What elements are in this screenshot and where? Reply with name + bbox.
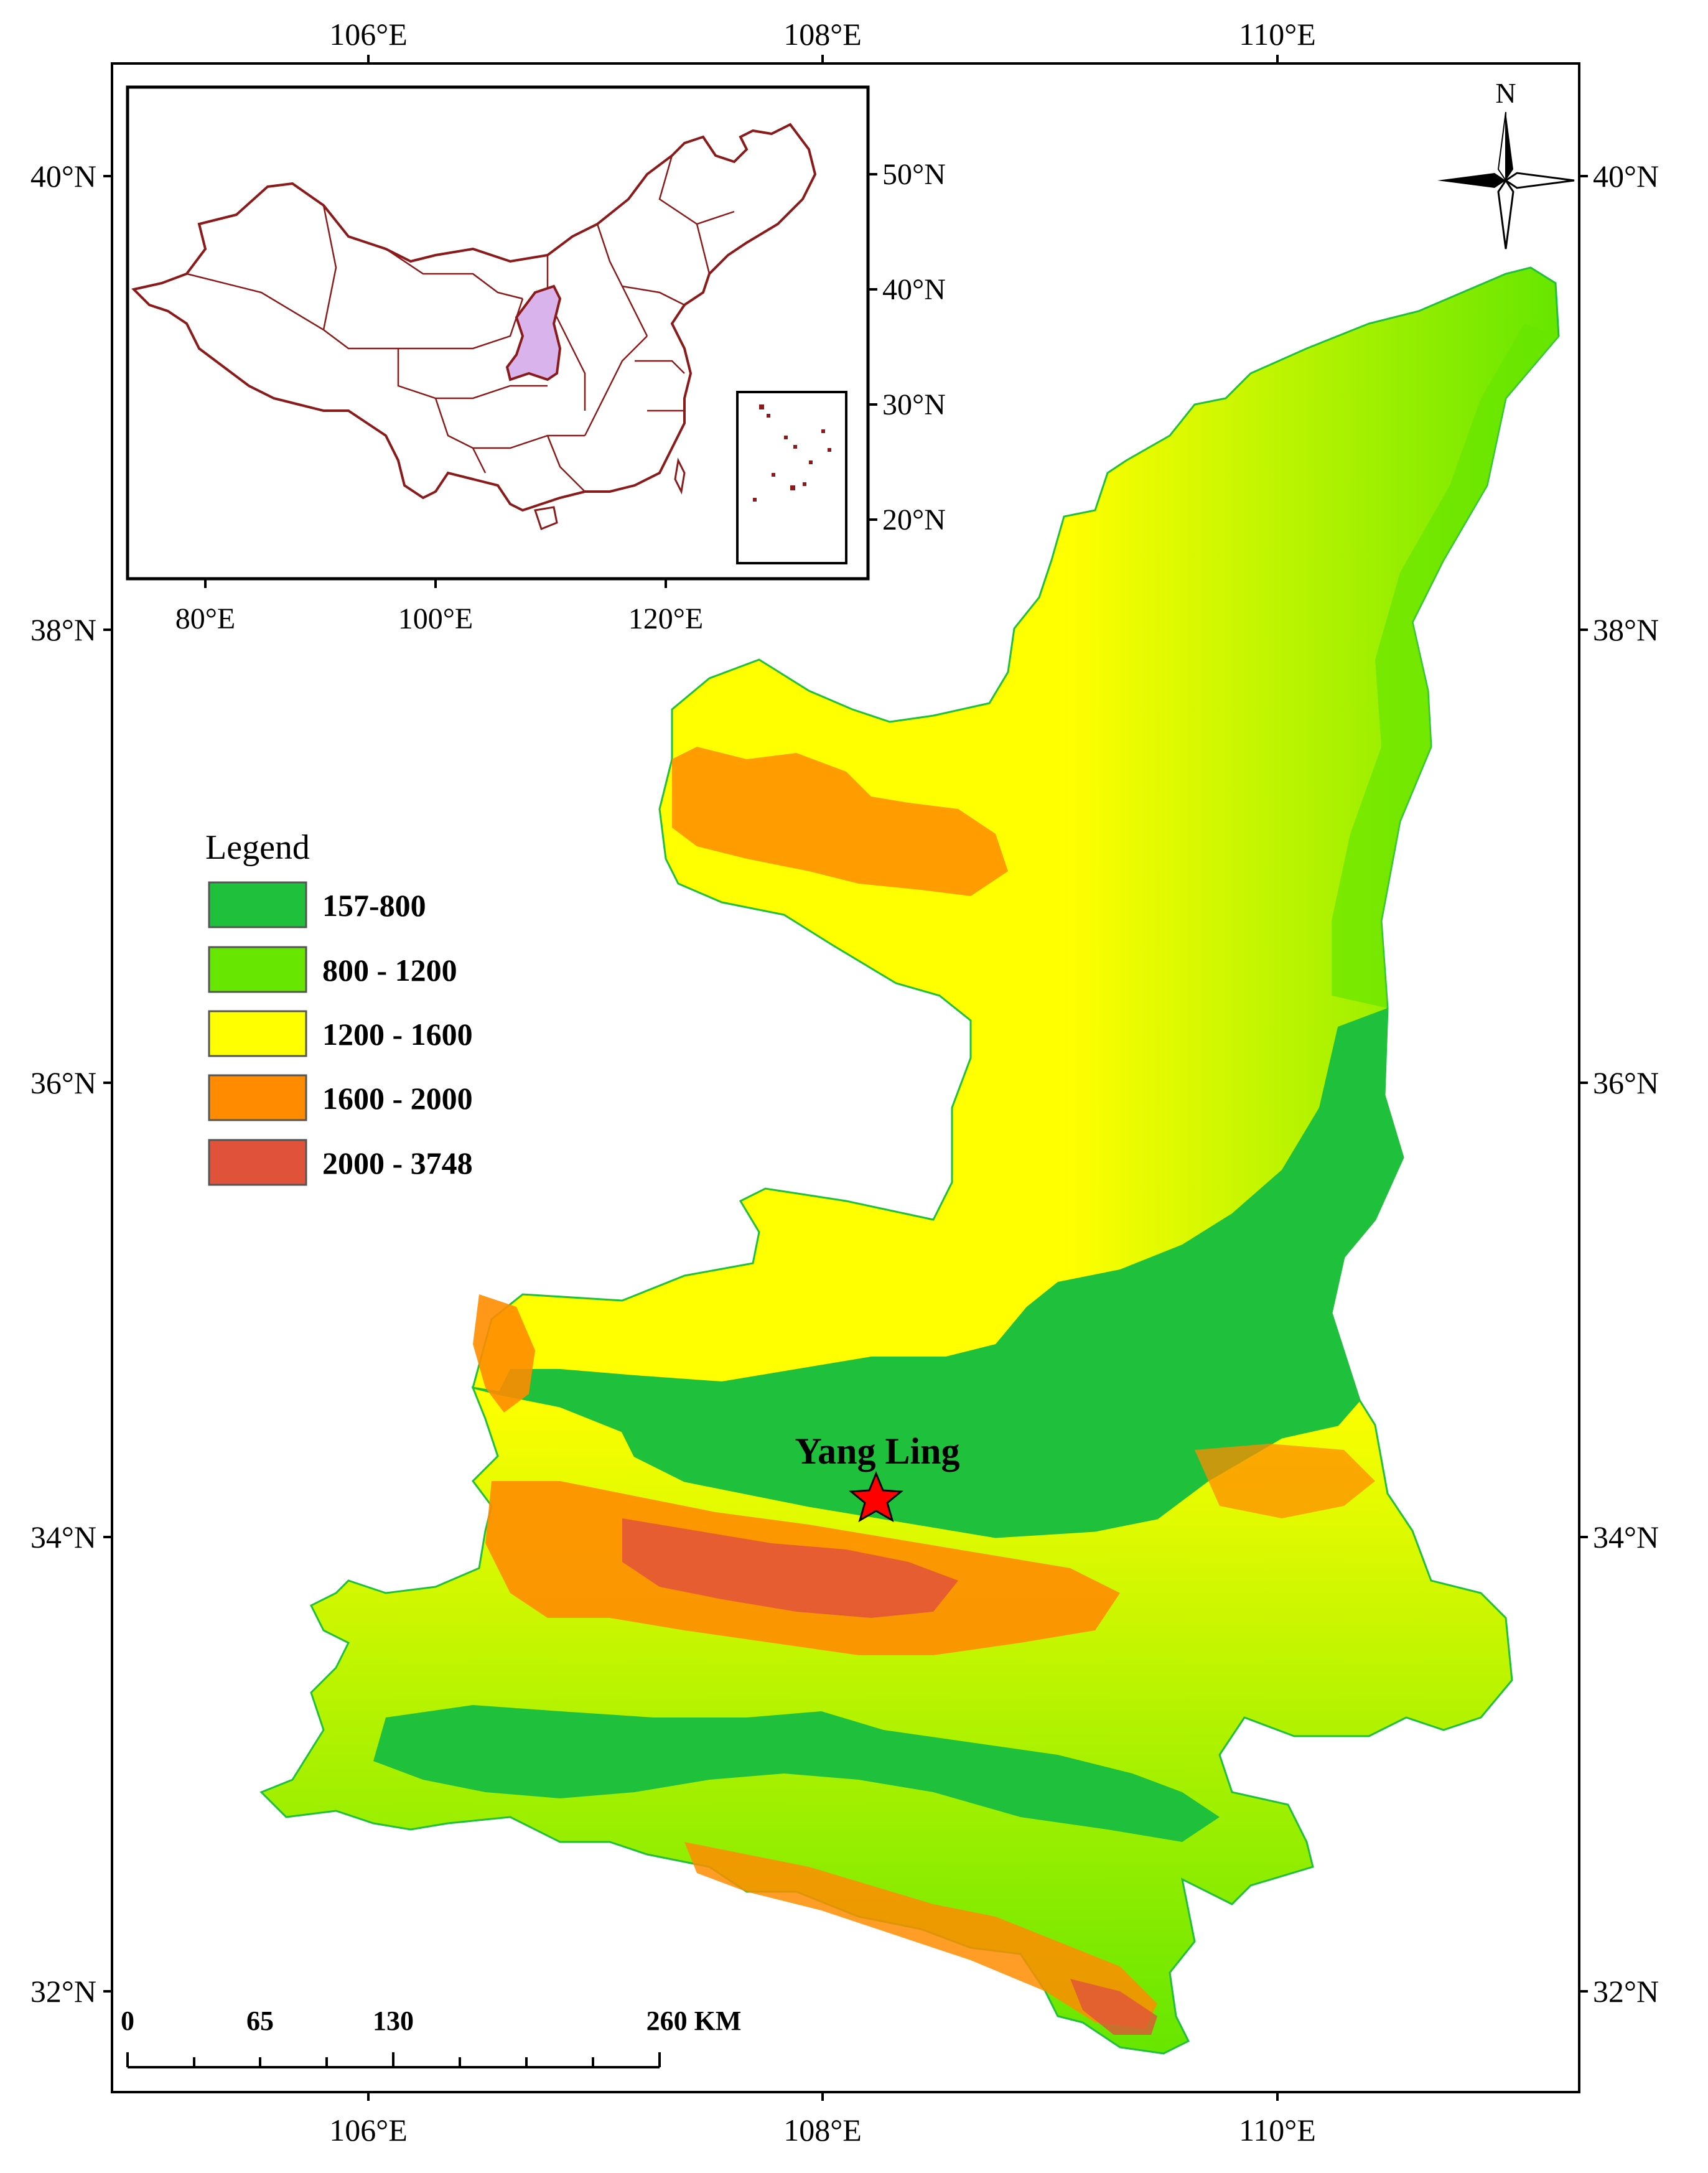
inset-lat-label-40: 40°N [882, 273, 946, 306]
inset-taiwan-island [674, 457, 686, 495]
legend-swatch-2000-3748 [208, 1139, 307, 1186]
daba-peak-zone [1070, 1979, 1157, 2035]
inset-south-sea-box [736, 391, 847, 564]
north-arrow: N [1437, 77, 1575, 250]
legend: Legend 157-800 800 - 1200 1200 - 1600 16… [205, 828, 473, 1186]
scale-label-260: 260 KM [646, 2006, 742, 2036]
graticule-ticks [103, 55, 1588, 2101]
left-lat-label-40: 40°N [30, 159, 96, 194]
bottom-lon-label-108: 108°E [783, 2113, 862, 2147]
scale-label-65: 65 [246, 2006, 274, 2036]
top-lon-label-110: 110°E [1239, 17, 1316, 52]
legend-label-2000-3748: 2000 - 3748 [322, 1146, 473, 1180]
daba-mountains-patch [684, 1842, 1157, 2029]
top-lon-label-106: 106°E [329, 17, 408, 52]
scale-label-130: 130 [373, 2006, 414, 2036]
inset-lon-label-100: 100°E [398, 602, 474, 635]
right-lat-label-36: 36°N [1593, 1065, 1659, 1100]
inset-hainan-island [534, 506, 558, 530]
legend-swatch-157-800 [208, 881, 307, 928]
scale-bar: 0 65 130 260 KM [121, 2006, 742, 2068]
inset-lat-label-20: 20°N [882, 503, 946, 536]
left-lat-label-34: 34°N [30, 1520, 96, 1554]
inset-lat-label-30: 30°N [882, 388, 946, 421]
left-lat-label-32: 32°N [30, 1974, 96, 2009]
inset-china-map: 50°N 40°N 30°N 20°N 80°E 100°E 120°E [126, 85, 946, 635]
inset-lon-label-120: 120°E [628, 602, 704, 635]
bottom-lon-label-106: 106°E [329, 2113, 408, 2147]
legend-swatch-1200-1600 [208, 1010, 307, 1057]
inset-lon-label-80: 80°E [175, 602, 236, 635]
legend-label-800-1200: 800 - 1200 [322, 953, 457, 988]
north-arrow-label: N [1495, 77, 1516, 109]
right-lat-label-38: 38°N [1593, 612, 1659, 647]
right-lat-label-40: 40°N [1593, 159, 1659, 194]
legend-label-1200-1600: 1200 - 1600 [322, 1017, 473, 1052]
northwest-highland-patch [672, 747, 1008, 896]
scale-label-0: 0 [121, 2006, 134, 2036]
hanzhong-basin [373, 1705, 1220, 1842]
inset-frame [126, 85, 870, 581]
yangling-star-icon [849, 1471, 903, 1523]
wei-valley-lowland [498, 1008, 1403, 1537]
legend-swatch-1600-2000 [208, 1074, 307, 1121]
left-lat-label-36: 36°N [30, 1065, 96, 1100]
right-lat-label-34: 34°N [1593, 1520, 1659, 1554]
legend-label-157-800: 157-800 [322, 888, 426, 923]
map-frame [111, 62, 1580, 2093]
qinling-peak-zone [622, 1518, 958, 1618]
top-lon-label-108: 108°E [783, 17, 862, 52]
right-lat-label-32: 32°N [1593, 1974, 1659, 2009]
shaanxi-province [259, 266, 1560, 2055]
bottom-lon-label-110: 110°E [1239, 2113, 1316, 2147]
legend-label-1600-2000: 1600 - 2000 [322, 1081, 473, 1116]
western-mountain-patch [473, 1294, 535, 1413]
china-province-borders [186, 155, 735, 492]
inset-lat-label-50: 50°N [882, 158, 946, 191]
legend-swatch-800-1200 [208, 946, 307, 993]
eastern-qinling-patch [1195, 1444, 1375, 1518]
left-lat-label-38: 38°N [30, 612, 96, 647]
inset-south-sea-islands [753, 404, 831, 502]
inset-shaanxi-highlight [505, 284, 562, 381]
legend-title: Legend [205, 828, 310, 867]
yangling-label: Yang Ling [795, 1431, 959, 1472]
eastern-green-slope [1332, 324, 1559, 1008]
yangling-site: Yang Ling [795, 1431, 960, 1523]
